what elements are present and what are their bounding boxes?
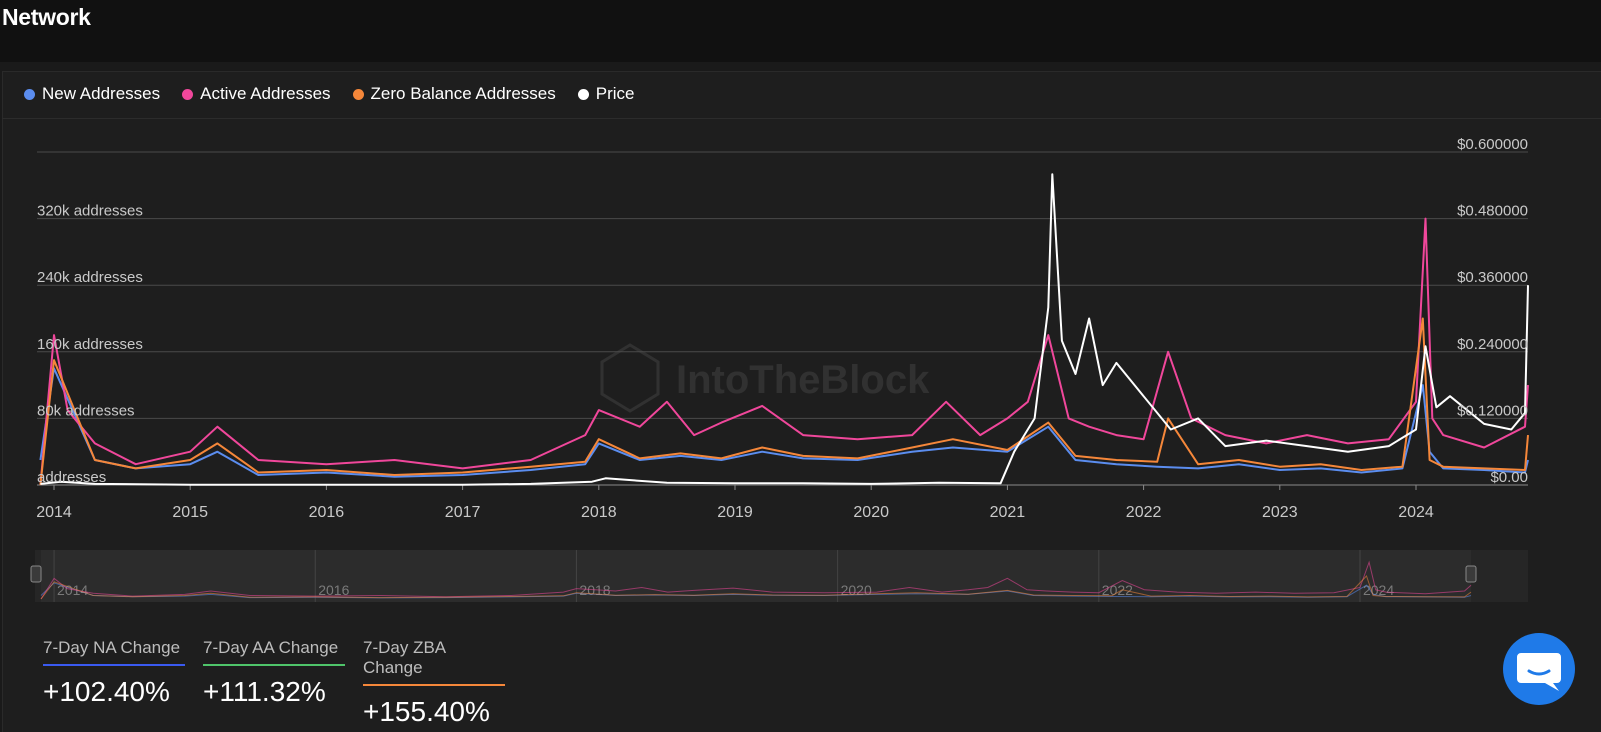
navigator-series-line: [40, 560, 1472, 600]
y-right-tick-label: $0.240000: [1457, 336, 1528, 353]
x-tick-label: 2022: [1126, 504, 1162, 521]
navigator-right-handle[interactable]: [1465, 565, 1477, 583]
series-line-zero-balance-addresses: [39, 317, 1529, 486]
series-line-new-addresses: [39, 367, 1529, 478]
page-title: Network: [2, 4, 91, 30]
series-line-active-addresses: [39, 217, 1529, 486]
y-left-tick-label: addresses: [37, 469, 106, 486]
chat-button[interactable]: [1503, 633, 1575, 705]
legend-item-zero-balance-addresses[interactable]: Zero Balance Addresses: [352, 84, 556, 104]
legend-divider: [2, 118, 1601, 119]
x-tick-label: 2020: [853, 504, 889, 521]
chart-panel: [2, 71, 1601, 732]
legend-item-active-addresses[interactable]: Active Addresses: [182, 84, 331, 104]
navigator-series: [40, 560, 1472, 600]
range-navigator[interactable]: 2014 2016 2018 2020 2022 2024: [0, 545, 1601, 605]
stat-zba-change: 7-Day ZBA Change +155.40%: [363, 638, 505, 728]
stat-label: 7-Day AA Change: [203, 638, 345, 666]
navigator-selection[interactable]: [41, 550, 1471, 602]
x-tick-label: 2014: [36, 504, 72, 521]
x-tick-label: 2023: [1262, 504, 1298, 521]
stat-value: +155.40%: [363, 696, 490, 727]
chart-grid: [37, 151, 1528, 490]
chart-series: [39, 173, 1529, 486]
legend-dot-icon: [24, 88, 35, 100]
stat-label: 7-Day NA Change: [43, 638, 185, 666]
legend-label: Price: [595, 84, 635, 103]
stat-na-change: 7-Day NA Change +102.40%: [43, 638, 185, 728]
navigator-series-line: [40, 575, 1472, 600]
chart-legend: New Addresses Active Addresses Zero Bala…: [24, 84, 634, 104]
x-tick-label: 2017: [445, 504, 481, 521]
watermark-hex-icon: [600, 343, 660, 413]
y-right-tick-label: $0.00: [1490, 469, 1528, 486]
x-tick-label: 2021: [990, 504, 1026, 521]
y-right-tick-label: $0.120000: [1457, 402, 1528, 419]
x-tick-label: 2015: [172, 504, 208, 521]
x-tick-label: 2018: [581, 504, 617, 521]
y-left-tick-label: 320k addresses: [37, 203, 143, 220]
stat-aa-change: 7-Day AA Change +111.32%: [203, 638, 345, 728]
top-bar: Network: [0, 0, 1601, 62]
legend-dot-icon: [577, 88, 589, 100]
y-right-tick-label: $0.360000: [1457, 269, 1528, 286]
main-chart[interactable]: IntoTheBlock $0.00 $0.120000 $0.240000 $0.3…: [0, 0, 1601, 540]
x-tick-label: 2016: [309, 504, 345, 521]
y-left-tick-label: 240k addresses: [37, 269, 143, 286]
stat-value: +102.40%: [43, 676, 170, 707]
legend-dot-icon: [182, 88, 194, 100]
y-right-tick-label: $0.480000: [1457, 203, 1528, 220]
navigator-tick-label: 2022: [1102, 582, 1133, 598]
stats-row: 7-Day NA Change +102.40% 7-Day AA Change…: [43, 638, 505, 728]
series-line-price: [40, 173, 1529, 486]
stat-value: +111.32%: [203, 676, 326, 707]
stat-label: 7-Day ZBA Change: [363, 638, 505, 686]
x-tick-label: 2019: [717, 504, 753, 521]
navigator-left-handle[interactable]: [30, 565, 42, 583]
navigator-tick-label: 2020: [841, 582, 872, 598]
legend-label: New Addresses: [42, 84, 161, 103]
legend-item-new-addresses[interactable]: New Addresses: [24, 84, 160, 104]
legend-label: Zero Balance Addresses: [370, 84, 556, 103]
y-right-tick-label: $0.600000: [1457, 136, 1528, 153]
watermark-text: IntoTheBlock: [676, 358, 930, 402]
legend-item-price[interactable]: Price: [577, 84, 635, 104]
watermark-logo: IntoTheBlock: [600, 343, 930, 413]
x-tick-label: 2024: [1398, 504, 1434, 521]
y-left-tick-label: 160k addresses: [37, 336, 143, 353]
legend-label: Active Addresses: [200, 84, 331, 103]
y-left-tick-label: 80k addresses: [37, 402, 135, 419]
legend-dot-icon: [352, 88, 364, 100]
chat-bubble-icon: [1517, 653, 1561, 691]
navigator-tick-label: 2016: [318, 582, 349, 598]
chart-axis-labels: $0.00 $0.120000 $0.240000 $0.360000 $0.48000…: [36, 136, 1528, 521]
